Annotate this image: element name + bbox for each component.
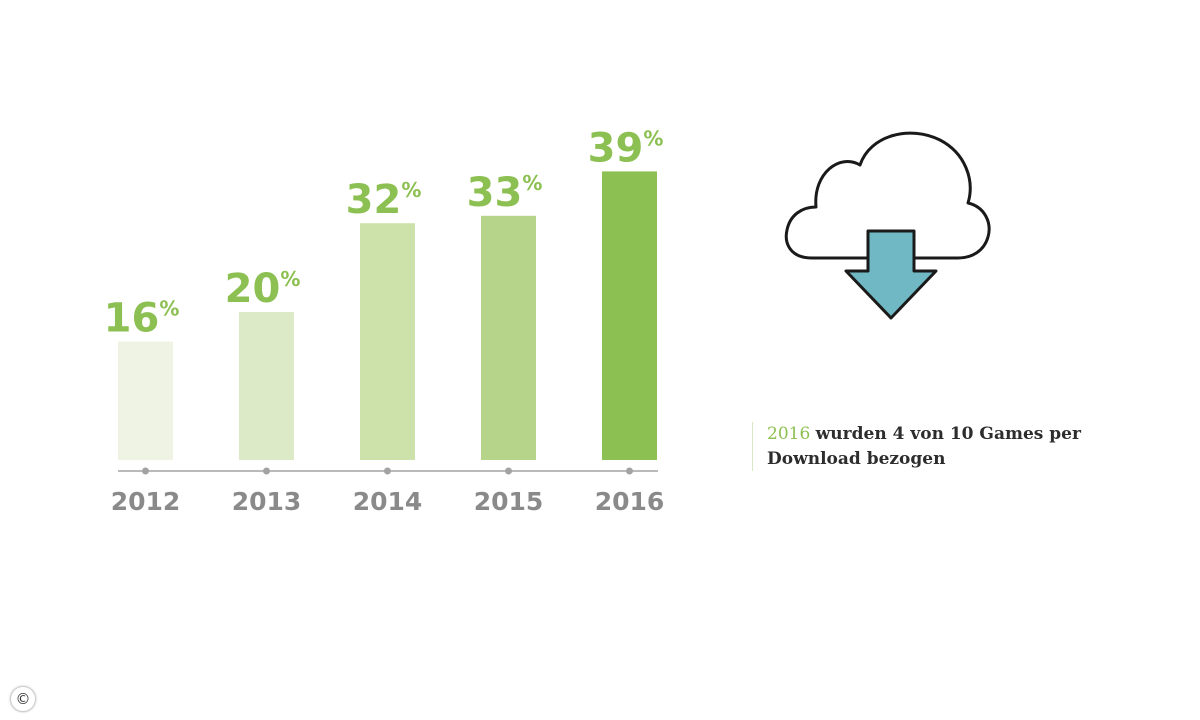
x-tick-label-2012: 2012: [111, 487, 181, 516]
cloud-outline: [784, 131, 991, 260]
axis-tick-2016: [626, 467, 633, 475]
axis-tick-2014: [384, 467, 391, 475]
caption-text: wurden 4 von 10 Games per Download bezog…: [767, 424, 1081, 469]
bar-2012: [118, 341, 173, 460]
bar-2014: [360, 223, 415, 460]
axis-tick-2013: [263, 467, 270, 475]
value-label-2014: 32%: [346, 177, 422, 223]
value-label-2013: 20%: [225, 266, 301, 312]
bar-2013: [239, 312, 294, 460]
x-tick-label-2016: 2016: [595, 487, 665, 516]
x-tick-label-2015: 2015: [474, 487, 544, 516]
axis-tick-2015: [505, 467, 512, 475]
download-arrow: [844, 229, 938, 320]
bar-chart: 16% 2012 20% 2013 32% 2014 33% 2015 39% 2016: [104, 125, 665, 516]
cloud-download-icon: [784, 131, 991, 320]
copyright-icon: ©: [10, 686, 36, 712]
value-label-2015: 33%: [467, 170, 543, 216]
bar-2015: [481, 215, 536, 460]
caption-year: 2016: [767, 424, 811, 444]
x-tick-label-2013: 2013: [232, 487, 302, 516]
bar-2016: [602, 171, 657, 460]
value-label-2016: 39%: [588, 125, 664, 171]
caption: 2016 wurden 4 von 10 Games per Download …: [752, 422, 1147, 472]
value-label-2012: 16%: [104, 296, 180, 342]
x-tick-label-2014: 2014: [353, 487, 423, 516]
axis-tick-2012: [142, 467, 149, 475]
